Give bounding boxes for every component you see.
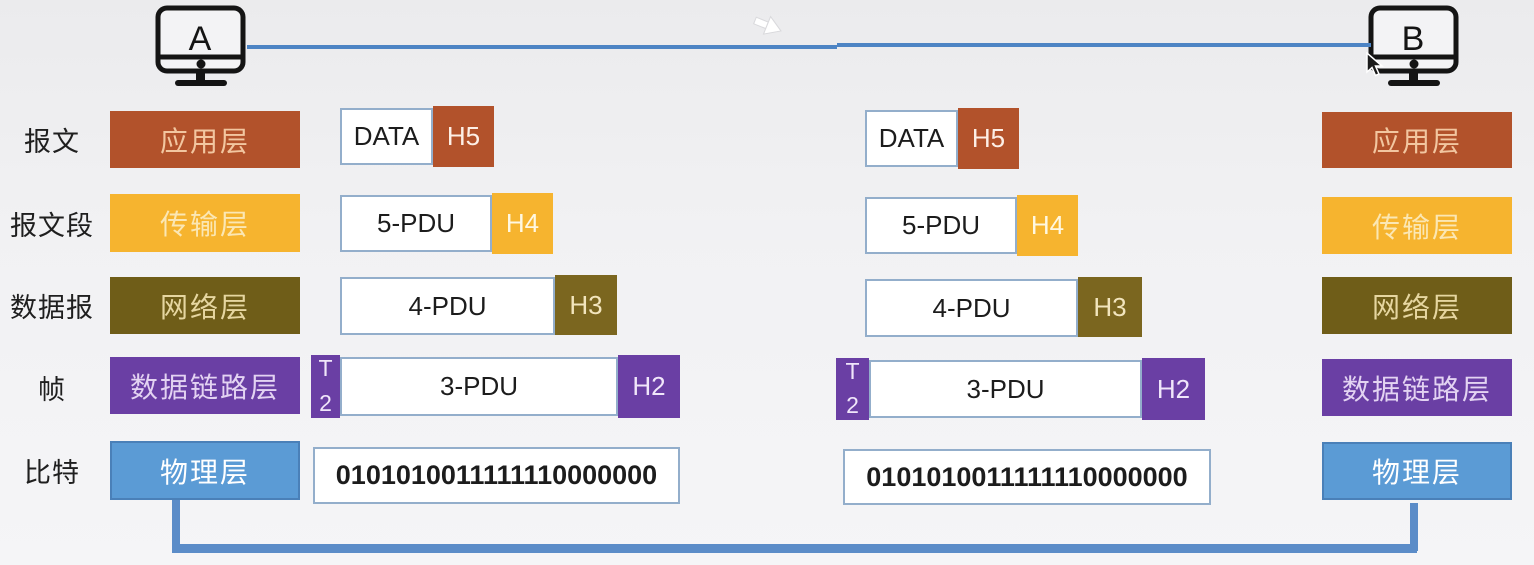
row-label-message: 报文 [24, 127, 80, 157]
layer-box-transport-right: 传输层 [1322, 197, 1512, 254]
pdu-bits-sender: 0101010011111110000000 [313, 447, 680, 504]
host-b-label: B [1402, 20, 1425, 58]
row-label-bit: 比特 [24, 458, 80, 488]
pdu-trailer-t2-receiver: T 2 [836, 358, 869, 420]
layer-box-application-left: 应用层 [110, 111, 300, 168]
pdu-header-h4-sender: H4 [492, 193, 553, 254]
row-label-frame: 帧 [38, 375, 66, 405]
layer-box-datalink-left: 数据链路层 [110, 357, 300, 414]
pdu-body-application-receiver: DATA [865, 110, 958, 167]
pdu-header-h2-sender: H2 [618, 355, 680, 418]
pdu-body-application-sender: DATA [340, 108, 433, 165]
pdu-body-transport-receiver: 5-PDU [865, 197, 1017, 254]
bottom-link-vertical-left [172, 500, 180, 552]
trailer-t: T [318, 355, 333, 381]
row-label-segment: 报文段 [10, 210, 94, 241]
trailer-2: 2 [319, 390, 332, 416]
top-link-line-right [837, 43, 1371, 47]
pdu-body-network-sender: 4-PDU [340, 277, 555, 335]
pdu-body-datalink-sender: 3-PDU [340, 357, 618, 416]
layer-box-transport-left: 传输层 [110, 194, 300, 252]
host-b-monitor-icon: B [1368, 5, 1459, 86]
trailer-t: T [845, 358, 860, 384]
pdu-header-h2-receiver: H2 [1142, 358, 1205, 420]
layer-box-network-left: 网络层 [110, 277, 300, 334]
top-link-line-left [247, 45, 837, 49]
row-label-datagram: 数据报 [10, 293, 94, 323]
pdu-trailer-t2-sender: T 2 [311, 355, 340, 418]
pdu-header-h5-receiver: H5 [958, 108, 1019, 169]
pdu-body-transport-sender: 5-PDU [340, 195, 492, 252]
bottom-link-vertical-right [1410, 503, 1418, 551]
pdu-header-h3-receiver: H3 [1078, 277, 1142, 337]
bottom-link-horizontal [172, 544, 1417, 553]
pdu-body-network-receiver: 4-PDU [865, 279, 1078, 337]
mouse-cursor-icon [1366, 52, 1384, 77]
host-a-monitor-icon: A [155, 5, 246, 86]
trailer-2: 2 [846, 392, 859, 418]
pdu-header-h3-sender: H3 [555, 275, 617, 335]
pdu-header-h5-sender: H5 [433, 106, 494, 167]
host-a-label: A [189, 20, 212, 58]
layer-box-application-right: 应用层 [1322, 112, 1512, 168]
pdu-header-h4-receiver: H4 [1017, 195, 1078, 256]
layer-box-physical-right: 物理层 [1322, 442, 1512, 500]
layer-box-physical-left: 物理层 [110, 441, 300, 500]
white-pointer-icon [753, 15, 782, 35]
pdu-bits-receiver: 0101010011111110000000 [843, 449, 1211, 505]
pdu-body-datalink-receiver: 3-PDU [869, 360, 1142, 418]
layer-box-datalink-right: 数据链路层 [1322, 359, 1512, 416]
layer-box-network-right: 网络层 [1322, 277, 1512, 334]
